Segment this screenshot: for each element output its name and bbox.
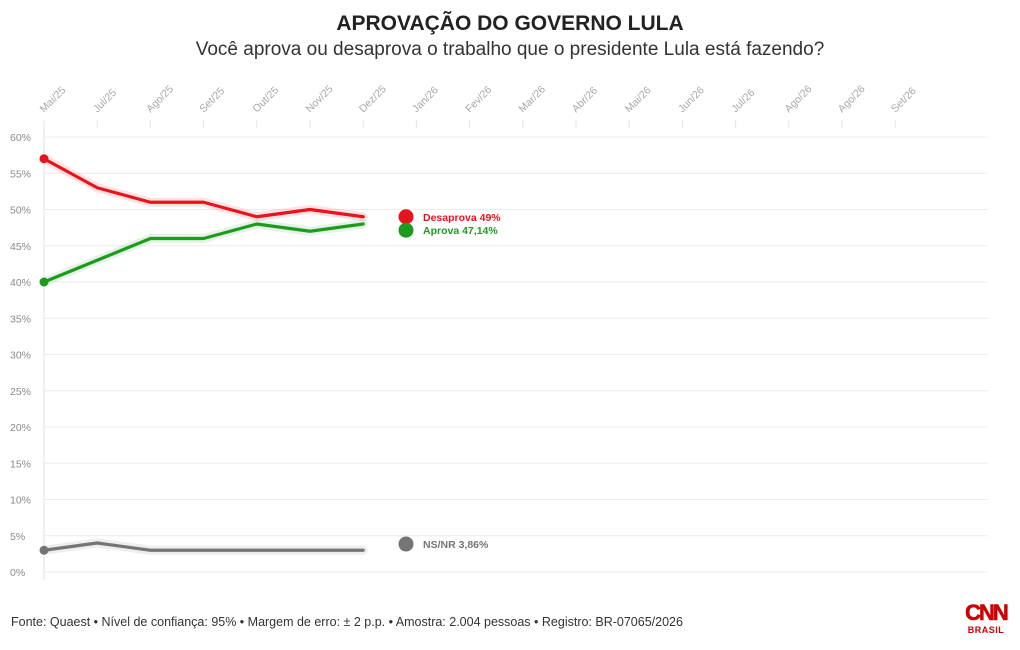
x-tick-label: Nov/25 <box>304 83 336 115</box>
x-tick-label: Jun/26 <box>676 84 707 115</box>
x-tick-label: Ago/25 <box>144 83 176 115</box>
y-tick-label: 0% <box>10 567 25 579</box>
source-footer: Fonte: Quaest • Nível de confiança: 95% … <box>11 615 683 629</box>
chart-subtitle: Você aprova ou desaprova o trabalho que … <box>195 39 825 60</box>
y-tick-label: 5% <box>10 531 25 543</box>
series-line <box>42 541 365 552</box>
series-start-point <box>39 277 49 287</box>
x-tick-label: Jul/26 <box>729 87 757 115</box>
x-tick-label: Dez/25 <box>357 83 389 115</box>
x-tick-label: Mar/26 <box>516 83 548 115</box>
series-end-point <box>398 209 414 225</box>
x-tick-label: Fev/26 <box>463 84 494 115</box>
series-end-point <box>398 536 414 552</box>
series-start-point <box>39 154 49 164</box>
line-chart: 0% 5% 10% 15% 20% 25% 30% 35% 40% 45% 50% 55% 60% Mai… <box>10 83 988 580</box>
y-tick-label: 60% <box>10 132 31 144</box>
logo-mark-text: CNN <box>965 600 1009 625</box>
y-tick-label: 20% <box>10 422 31 434</box>
series-end-label: NS/NR 3,86% <box>423 539 489 551</box>
y-tick-label: 50% <box>10 205 31 217</box>
y-tick-label: 10% <box>10 495 31 507</box>
y-tick-label: 55% <box>10 168 31 180</box>
x-tick-label: Ago/26 <box>836 83 868 115</box>
series-halo <box>39 154 368 222</box>
series-end-label: Aprova 47,14% <box>423 225 498 237</box>
y-tick-label: 40% <box>10 277 31 289</box>
chart-title: APROVAÇÃO DO GOVERNO LULA <box>336 12 684 35</box>
series-end-point <box>398 222 414 238</box>
x-tick-label: Jan/26 <box>410 84 441 115</box>
y-tick-label: 25% <box>10 386 31 398</box>
x-tick-label: Set/25 <box>197 85 227 115</box>
cnn-brasil-logo: CNN BRASIL <box>958 600 1014 641</box>
x-tick-label: Jul/25 <box>91 87 119 115</box>
series-start-point <box>39 545 49 555</box>
x-tick-label: Abr/26 <box>570 85 600 115</box>
x-tick-label: Out/25 <box>250 84 281 115</box>
logo-subtext: BRASIL <box>967 625 1005 635</box>
series-end-label: Desaprova 49% <box>423 212 501 224</box>
x-tick-label: Mai/26 <box>623 84 654 115</box>
y-tick-label: 35% <box>10 313 31 325</box>
series-halo <box>39 219 368 287</box>
x-tick-label: Ago/26 <box>782 83 814 115</box>
series-line <box>42 222 365 284</box>
y-tick-label: 15% <box>10 458 31 470</box>
y-tick-label: 45% <box>10 241 31 253</box>
series-line <box>42 157 365 219</box>
x-tick-label: Mai/25 <box>38 84 69 115</box>
y-tick-label: 30% <box>10 350 31 362</box>
x-tick-label: Set/26 <box>889 85 919 115</box>
